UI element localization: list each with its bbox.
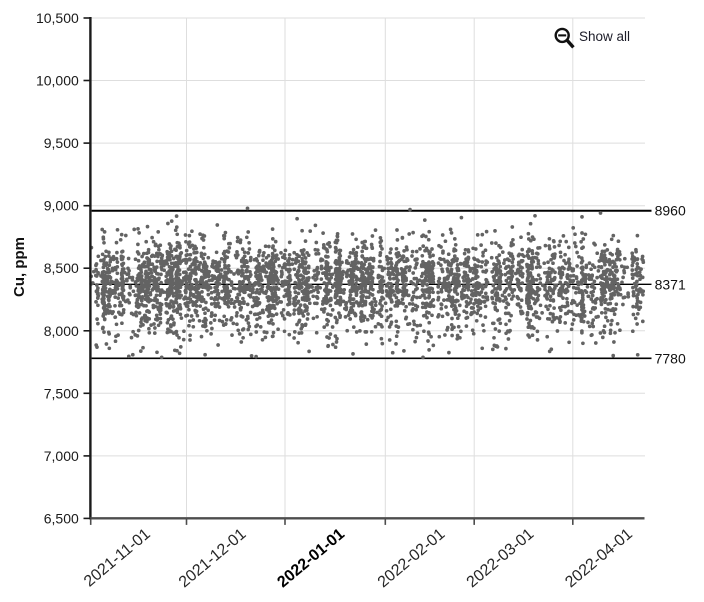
svg-text:8960: 8960 (655, 203, 686, 219)
svg-text:9,000: 9,000 (44, 198, 79, 214)
svg-text:Show all: Show all (579, 29, 630, 44)
svg-text:7,500: 7,500 (44, 385, 79, 401)
svg-text:8,000: 8,000 (44, 323, 79, 339)
svg-text:7780: 7780 (655, 350, 686, 366)
svg-text:8,500: 8,500 (44, 260, 79, 276)
svg-text:9,500: 9,500 (44, 135, 79, 151)
svg-text:6,500: 6,500 (44, 510, 79, 526)
svg-text:10,000: 10,000 (36, 73, 79, 89)
svg-text:10,500: 10,500 (36, 10, 79, 26)
svg-text:8371: 8371 (655, 276, 686, 292)
svg-text:7,000: 7,000 (44, 448, 79, 464)
svg-text:Cu, ppm: Cu, ppm (11, 237, 28, 297)
